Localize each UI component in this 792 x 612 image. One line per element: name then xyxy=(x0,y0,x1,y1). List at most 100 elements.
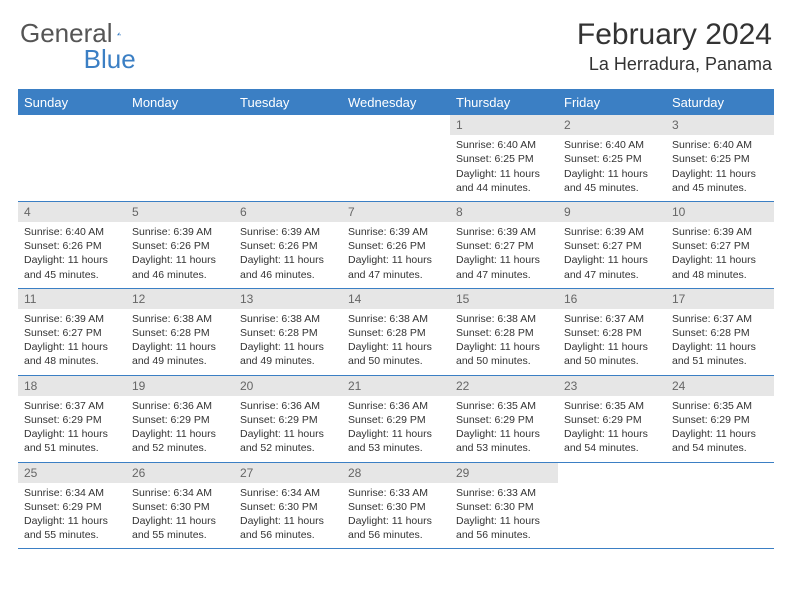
daylight-text: Daylight: 11 hours and 55 minutes. xyxy=(24,514,120,542)
day-number: 13 xyxy=(234,289,342,309)
calendar-cell: 17Sunrise: 6:37 AMSunset: 6:28 PMDayligh… xyxy=(666,289,774,376)
day-number: 22 xyxy=(450,376,558,396)
sail-icon xyxy=(117,23,122,45)
day-number: 4 xyxy=(18,202,126,222)
calendar-cell xyxy=(342,115,450,202)
daylight-text: Daylight: 11 hours and 54 minutes. xyxy=(672,427,768,455)
sunrise-text: Sunrise: 6:35 AM xyxy=(564,399,660,413)
sunrise-text: Sunrise: 6:39 AM xyxy=(24,312,120,326)
day-number: 2 xyxy=(558,115,666,135)
sunset-text: Sunset: 6:26 PM xyxy=(240,239,336,253)
day-number: 12 xyxy=(126,289,234,309)
day-details: Sunrise: 6:36 AMSunset: 6:29 PMDaylight:… xyxy=(126,396,234,462)
weekday-tue: Tuesday xyxy=(234,90,342,115)
day-details: Sunrise: 6:37 AMSunset: 6:28 PMDaylight:… xyxy=(666,309,774,375)
calendar-cell: 23Sunrise: 6:35 AMSunset: 6:29 PMDayligh… xyxy=(558,376,666,463)
day-number: 18 xyxy=(18,376,126,396)
day-details: Sunrise: 6:35 AMSunset: 6:29 PMDaylight:… xyxy=(450,396,558,462)
brand-part2: Blue xyxy=(84,44,136,75)
sunrise-text: Sunrise: 6:38 AM xyxy=(348,312,444,326)
daylight-text: Daylight: 11 hours and 52 minutes. xyxy=(132,427,228,455)
calendar-cell: 25 Sunrise: 6:34 AMSunset: 6:29 PMDayligh… xyxy=(18,463,126,550)
day-number: 20 xyxy=(234,376,342,396)
day-details: Sunrise: 6:39 AMSunset: 6:26 PMDaylight:… xyxy=(126,222,234,288)
sunrise-text: Sunrise: 6:38 AM xyxy=(456,312,552,326)
day-details: Sunrise: 6:36 AMSunset: 6:29 PMDaylight:… xyxy=(342,396,450,462)
day-number: 26 xyxy=(126,463,234,483)
calendar-cell: 29Sunrise: 6:33 AMSunset: 6:30 PMDayligh… xyxy=(450,463,558,550)
title-block: February 2024 La Herradura, Panama xyxy=(577,18,772,75)
calendar-cell: 24Sunrise: 6:35 AMSunset: 6:29 PMDayligh… xyxy=(666,376,774,463)
sunset-text: Sunset: 6:29 PM xyxy=(240,413,336,427)
sunset-text: Sunset: 6:28 PM xyxy=(132,326,228,340)
day-details: Sunrise: 6:35 AMSunset: 6:29 PMDaylight:… xyxy=(558,396,666,462)
daylight-text: Daylight: 11 hours and 53 minutes. xyxy=(456,427,552,455)
weekday-sun: Sunday xyxy=(18,90,126,115)
calendar-cell: 11Sunrise: 6:39 AMSunset: 6:27 PMDayligh… xyxy=(18,289,126,376)
weekday-mon: Monday xyxy=(126,90,234,115)
sunset-text: Sunset: 6:29 PM xyxy=(672,413,768,427)
sunset-text: Sunset: 6:29 PM xyxy=(24,413,120,427)
daylight-text: Daylight: 11 hours and 44 minutes. xyxy=(456,167,552,195)
daylight-text: Daylight: 11 hours and 56 minutes. xyxy=(240,514,336,542)
sunrise-text: Sunrise: 6:33 AM xyxy=(456,486,552,500)
day-details: Sunrise: 6:39 AMSunset: 6:27 PMDaylight:… xyxy=(450,222,558,288)
sunset-text: Sunset: 6:29 PM xyxy=(24,500,120,514)
calendar-cell: 22Sunrise: 6:35 AMSunset: 6:29 PMDayligh… xyxy=(450,376,558,463)
sunset-text: Sunset: 6:30 PM xyxy=(456,500,552,514)
sunrise-text: Sunrise: 6:34 AM xyxy=(24,486,120,500)
calendar-cell xyxy=(126,115,234,202)
day-details: Sunrise: 6:39 AMSunset: 6:26 PMDaylight:… xyxy=(342,222,450,288)
sunset-text: Sunset: 6:29 PM xyxy=(348,413,444,427)
day-number: 28 xyxy=(342,463,450,483)
sunrise-text: Sunrise: 6:35 AM xyxy=(672,399,768,413)
daylight-text: Daylight: 11 hours and 56 minutes. xyxy=(348,514,444,542)
calendar-cell: 20Sunrise: 6:36 AMSunset: 6:29 PMDayligh… xyxy=(234,376,342,463)
calendar-cell: 21Sunrise: 6:36 AMSunset: 6:29 PMDayligh… xyxy=(342,376,450,463)
day-details: Sunrise: 6:40 AMSunset: 6:26 PMDaylight:… xyxy=(18,222,126,288)
weekday-thu: Thursday xyxy=(450,90,558,115)
sunrise-text: Sunrise: 6:39 AM xyxy=(564,225,660,239)
day-number: 15 xyxy=(450,289,558,309)
day-number: 25 xyxy=(18,463,126,483)
sunrise-text: Sunrise: 6:39 AM xyxy=(456,225,552,239)
sunset-text: Sunset: 6:30 PM xyxy=(348,500,444,514)
location-label: La Herradura, Panama xyxy=(577,54,772,75)
day-number xyxy=(126,115,234,135)
sunrise-text: Sunrise: 6:36 AM xyxy=(132,399,228,413)
sunrise-text: Sunrise: 6:40 AM xyxy=(564,138,660,152)
day-number xyxy=(234,115,342,135)
day-number: 5 xyxy=(126,202,234,222)
calendar-cell xyxy=(666,463,774,550)
daylight-text: Daylight: 11 hours and 49 minutes. xyxy=(132,340,228,368)
sunset-text: Sunset: 6:30 PM xyxy=(240,500,336,514)
calendar-cell: 28Sunrise: 6:33 AMSunset: 6:30 PMDayligh… xyxy=(342,463,450,550)
day-details: Sunrise: 6:38 AMSunset: 6:28 PMDaylight:… xyxy=(342,309,450,375)
day-number: 29 xyxy=(450,463,558,483)
calendar-cell: 3Sunrise: 6:40 AMSunset: 6:25 PMDaylight… xyxy=(666,115,774,202)
sunset-text: Sunset: 6:28 PM xyxy=(240,326,336,340)
calendar-cell: 12 Sunrise: 6:38 AMSunset: 6:28 PMDayligh… xyxy=(126,289,234,376)
calendar-cell: 8Sunrise: 6:39 AMSunset: 6:27 PMDaylight… xyxy=(450,202,558,289)
daylight-text: Daylight: 11 hours and 45 minutes. xyxy=(24,253,120,281)
weekday-wed: Wednesday xyxy=(342,90,450,115)
day-number: 3 xyxy=(666,115,774,135)
calendar-cell: 1Sunrise: 6:40 AMSunset: 6:25 PMDaylight… xyxy=(450,115,558,202)
day-details: Sunrise: 6:34 AMSunset: 6:30 PMDaylight:… xyxy=(126,483,234,549)
brand-line2: GeneBlue xyxy=(20,44,136,75)
day-number: 11 xyxy=(18,289,126,309)
day-details: Sunrise: 6:39 AMSunset: 6:26 PMDaylight:… xyxy=(234,222,342,288)
day-number: 7 xyxy=(342,202,450,222)
sunset-text: Sunset: 6:28 PM xyxy=(348,326,444,340)
day-number: 23 xyxy=(558,376,666,396)
sunrise-text: Sunrise: 6:39 AM xyxy=(132,225,228,239)
day-number: 1 xyxy=(450,115,558,135)
daylight-text: Daylight: 11 hours and 54 minutes. xyxy=(564,427,660,455)
daylight-text: Daylight: 11 hours and 50 minutes. xyxy=(456,340,552,368)
day-details: Sunrise: 6:39 AMSunset: 6:27 PMDaylight:… xyxy=(558,222,666,288)
sunrise-text: Sunrise: 6:37 AM xyxy=(24,399,120,413)
calendar-cell xyxy=(558,463,666,550)
calendar-cell: 6Sunrise: 6:39 AMSunset: 6:26 PMDaylight… xyxy=(234,202,342,289)
sunrise-text: Sunrise: 6:38 AM xyxy=(132,312,228,326)
sunset-text: Sunset: 6:27 PM xyxy=(24,326,120,340)
